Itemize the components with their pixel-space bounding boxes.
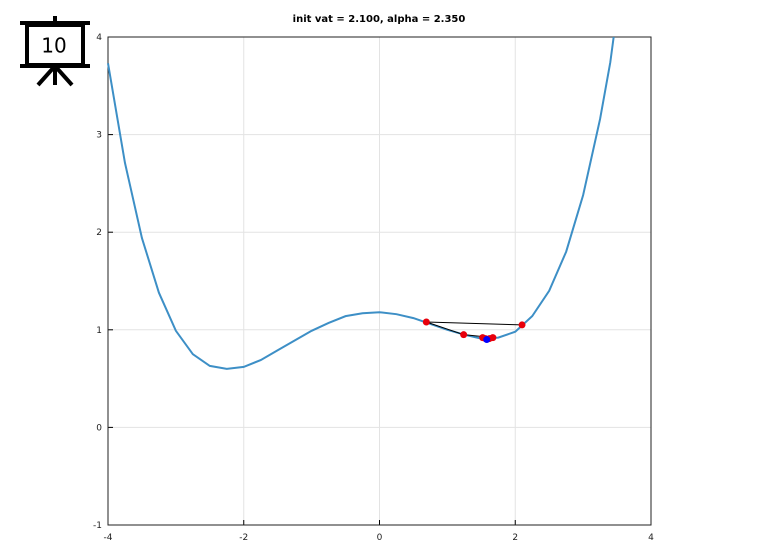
y-tick-label: 0 xyxy=(96,423,102,433)
y-tick-label: -1 xyxy=(93,521,102,531)
x-tick-label: 4 xyxy=(648,533,654,543)
point xyxy=(483,336,491,344)
x-tick-label: 2 xyxy=(512,533,518,543)
y-tick-label: 4 xyxy=(96,33,102,43)
point xyxy=(422,318,430,326)
badge-icon: 10 xyxy=(20,16,90,87)
y-tick-label: 2 xyxy=(96,228,102,238)
y-tick-label: 1 xyxy=(96,326,102,336)
x-tick-label: -2 xyxy=(239,533,248,543)
plot-frame xyxy=(107,36,652,526)
chart-title: init vat = 2.100, alpha = 2.350 xyxy=(293,14,466,25)
point xyxy=(460,331,468,339)
x-tick-label: 0 xyxy=(377,533,383,543)
icon-leg xyxy=(36,64,57,87)
x-tick-label: -4 xyxy=(104,533,113,543)
point xyxy=(518,321,526,329)
y-tick-label: 3 xyxy=(96,131,102,141)
curve xyxy=(107,36,615,370)
icon-leg xyxy=(53,64,74,87)
badge-number: 10 xyxy=(41,34,66,58)
